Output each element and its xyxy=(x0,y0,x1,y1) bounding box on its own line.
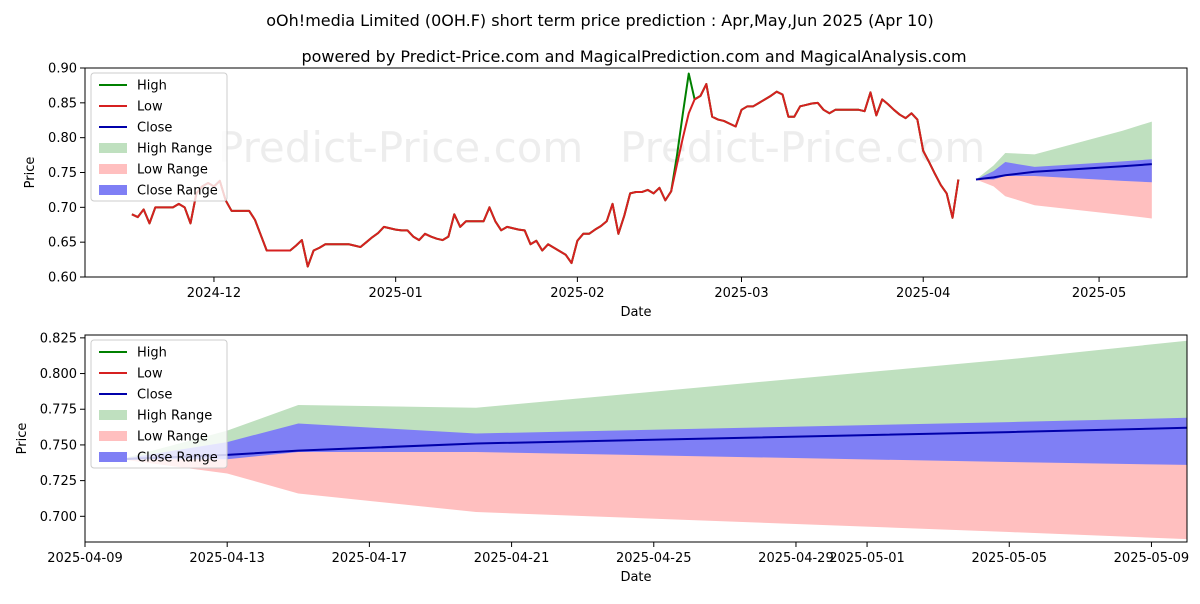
x-tick-label: 2025-02 xyxy=(550,286,604,301)
x-tick-label: 2025-04 xyxy=(896,286,950,301)
chart-title: oOh!media Limited (0OH.F) short term pri… xyxy=(266,11,933,30)
y-tick-label: 0.775 xyxy=(40,403,77,418)
y-tick-label: 0.825 xyxy=(40,331,77,346)
y-tick-label: 0.85 xyxy=(48,96,77,111)
top-panel: Predict-Price.com Predict-Price.com Predic… xyxy=(23,62,1188,322)
x-tick-label: 2024-12 xyxy=(187,286,241,301)
legend: High Low Close High Range Low Range Close Ran… xyxy=(90,72,228,202)
chart-subtitle: powered by Predict-Price.com and Magical… xyxy=(301,47,966,66)
legend-item-close: Close xyxy=(99,121,172,136)
y-tick-label: 0.75 xyxy=(48,166,77,181)
legend-swatch-high-range xyxy=(99,410,127,420)
y-axis: 0.60 0.65 0.70 0.75 0.80 0.85 0.90 xyxy=(48,62,85,286)
low-price-line xyxy=(131,83,960,268)
bottom-panel: Predict-Price.comPredict-Price.com0.7000… xyxy=(15,331,1189,585)
watermark-3: Predict-Price.com xyxy=(218,273,583,322)
legend-swatch-close-range xyxy=(99,452,127,462)
legend-item-low: Low xyxy=(99,100,163,115)
legend-swatch-close-range xyxy=(99,185,127,195)
x-tick-label: 2025-03 xyxy=(714,286,768,301)
x-tick-label: 2025-05-09 xyxy=(1114,551,1190,566)
x-tick-label: 2025-04-25 xyxy=(616,551,692,566)
legend-label-low: Low xyxy=(137,367,163,382)
y-tick-label: 0.70 xyxy=(48,201,77,216)
y-tick-label: 0.80 xyxy=(48,131,77,146)
legend-item-low: Low xyxy=(99,367,163,382)
y-axis-label: Price xyxy=(15,423,30,455)
x-tick-label: 2025-05-01 xyxy=(829,551,905,566)
close-forecast-line xyxy=(975,163,1152,181)
x-tick-label: 2025-05 xyxy=(1072,286,1126,301)
x-tick-label: 2025-01 xyxy=(369,286,423,301)
legend-label-low-range: Low Range xyxy=(137,163,208,178)
y-tick-label: 0.700 xyxy=(40,510,77,525)
legend-item-high-range: High Range xyxy=(99,409,212,424)
legend-label-close: Close xyxy=(137,388,172,403)
x-tick-label: 2025-04-17 xyxy=(332,551,408,566)
legend-label-high-range: High Range xyxy=(137,142,212,157)
plot-frame xyxy=(84,334,1188,543)
legend-label-close: Close xyxy=(137,121,172,136)
legend-item-high: High xyxy=(99,79,167,94)
y-tick-label: 0.90 xyxy=(48,62,77,77)
y-tick-label: 0.65 xyxy=(48,236,77,251)
legend-swatch-high-range xyxy=(99,143,127,153)
y-axis: 0.700 0.725 0.750 0.775 0.800 0.825 xyxy=(40,331,85,525)
y-tick-label: 0.60 xyxy=(48,271,77,286)
x-tick-label: 2025-04-29 xyxy=(758,551,834,566)
watermark-1: Predict-Price.com xyxy=(218,123,583,172)
y-tick-label: 0.725 xyxy=(40,474,77,489)
x-axis: 2025-04-09 2025-04-13 2025-04-17 2025-04-21… xyxy=(47,542,1189,566)
plot-area xyxy=(120,340,1187,540)
x-tick-label: 2025-04-21 xyxy=(474,551,550,566)
legend-label-high: High xyxy=(137,346,167,361)
legend-label-low: Low xyxy=(137,100,163,115)
x-tick-label: 2025-04-09 xyxy=(47,551,123,566)
x-axis-label: Date xyxy=(620,305,651,320)
legend-swatch-low-range xyxy=(99,431,127,441)
x-axis: 2024-12 2025-01 2025-02 2025-03 2025-04 2025-… xyxy=(187,277,1126,301)
legend-item-close-range: Close Range xyxy=(99,184,218,199)
legend-item-high: High xyxy=(99,346,167,361)
legend-label-close-range: Close Range xyxy=(137,451,218,466)
close-range-band xyxy=(120,417,1187,465)
legend-item-low-range: Low Range xyxy=(99,163,208,178)
x-tick-label: 2025-04-13 xyxy=(189,551,265,566)
y-tick-label: 0.750 xyxy=(40,438,77,453)
legend: High Low Close High Range Low Range Close Ran… xyxy=(90,339,228,469)
y-axis-label: Price xyxy=(23,157,38,189)
legend-item-close-range: Close Range xyxy=(99,451,218,466)
legend-label-close-range: Close Range xyxy=(137,184,218,199)
legend-swatch-low-range xyxy=(99,164,127,174)
y-tick-label: 0.800 xyxy=(40,367,77,382)
legend-item-low-range: Low Range xyxy=(99,430,208,445)
plot-area xyxy=(131,72,1152,268)
x-axis-label: Date xyxy=(620,570,651,585)
watermark-4: Predict-Price.com xyxy=(620,273,985,322)
legend-item-high-range: High Range xyxy=(99,142,212,157)
x-tick-label: 2025-05-05 xyxy=(971,551,1047,566)
legend-item-close: Close xyxy=(99,388,172,403)
legend-label-high: High xyxy=(137,79,167,94)
legend-label-high-range: High Range xyxy=(137,409,212,424)
legend-label-low-range: Low Range xyxy=(137,430,208,445)
